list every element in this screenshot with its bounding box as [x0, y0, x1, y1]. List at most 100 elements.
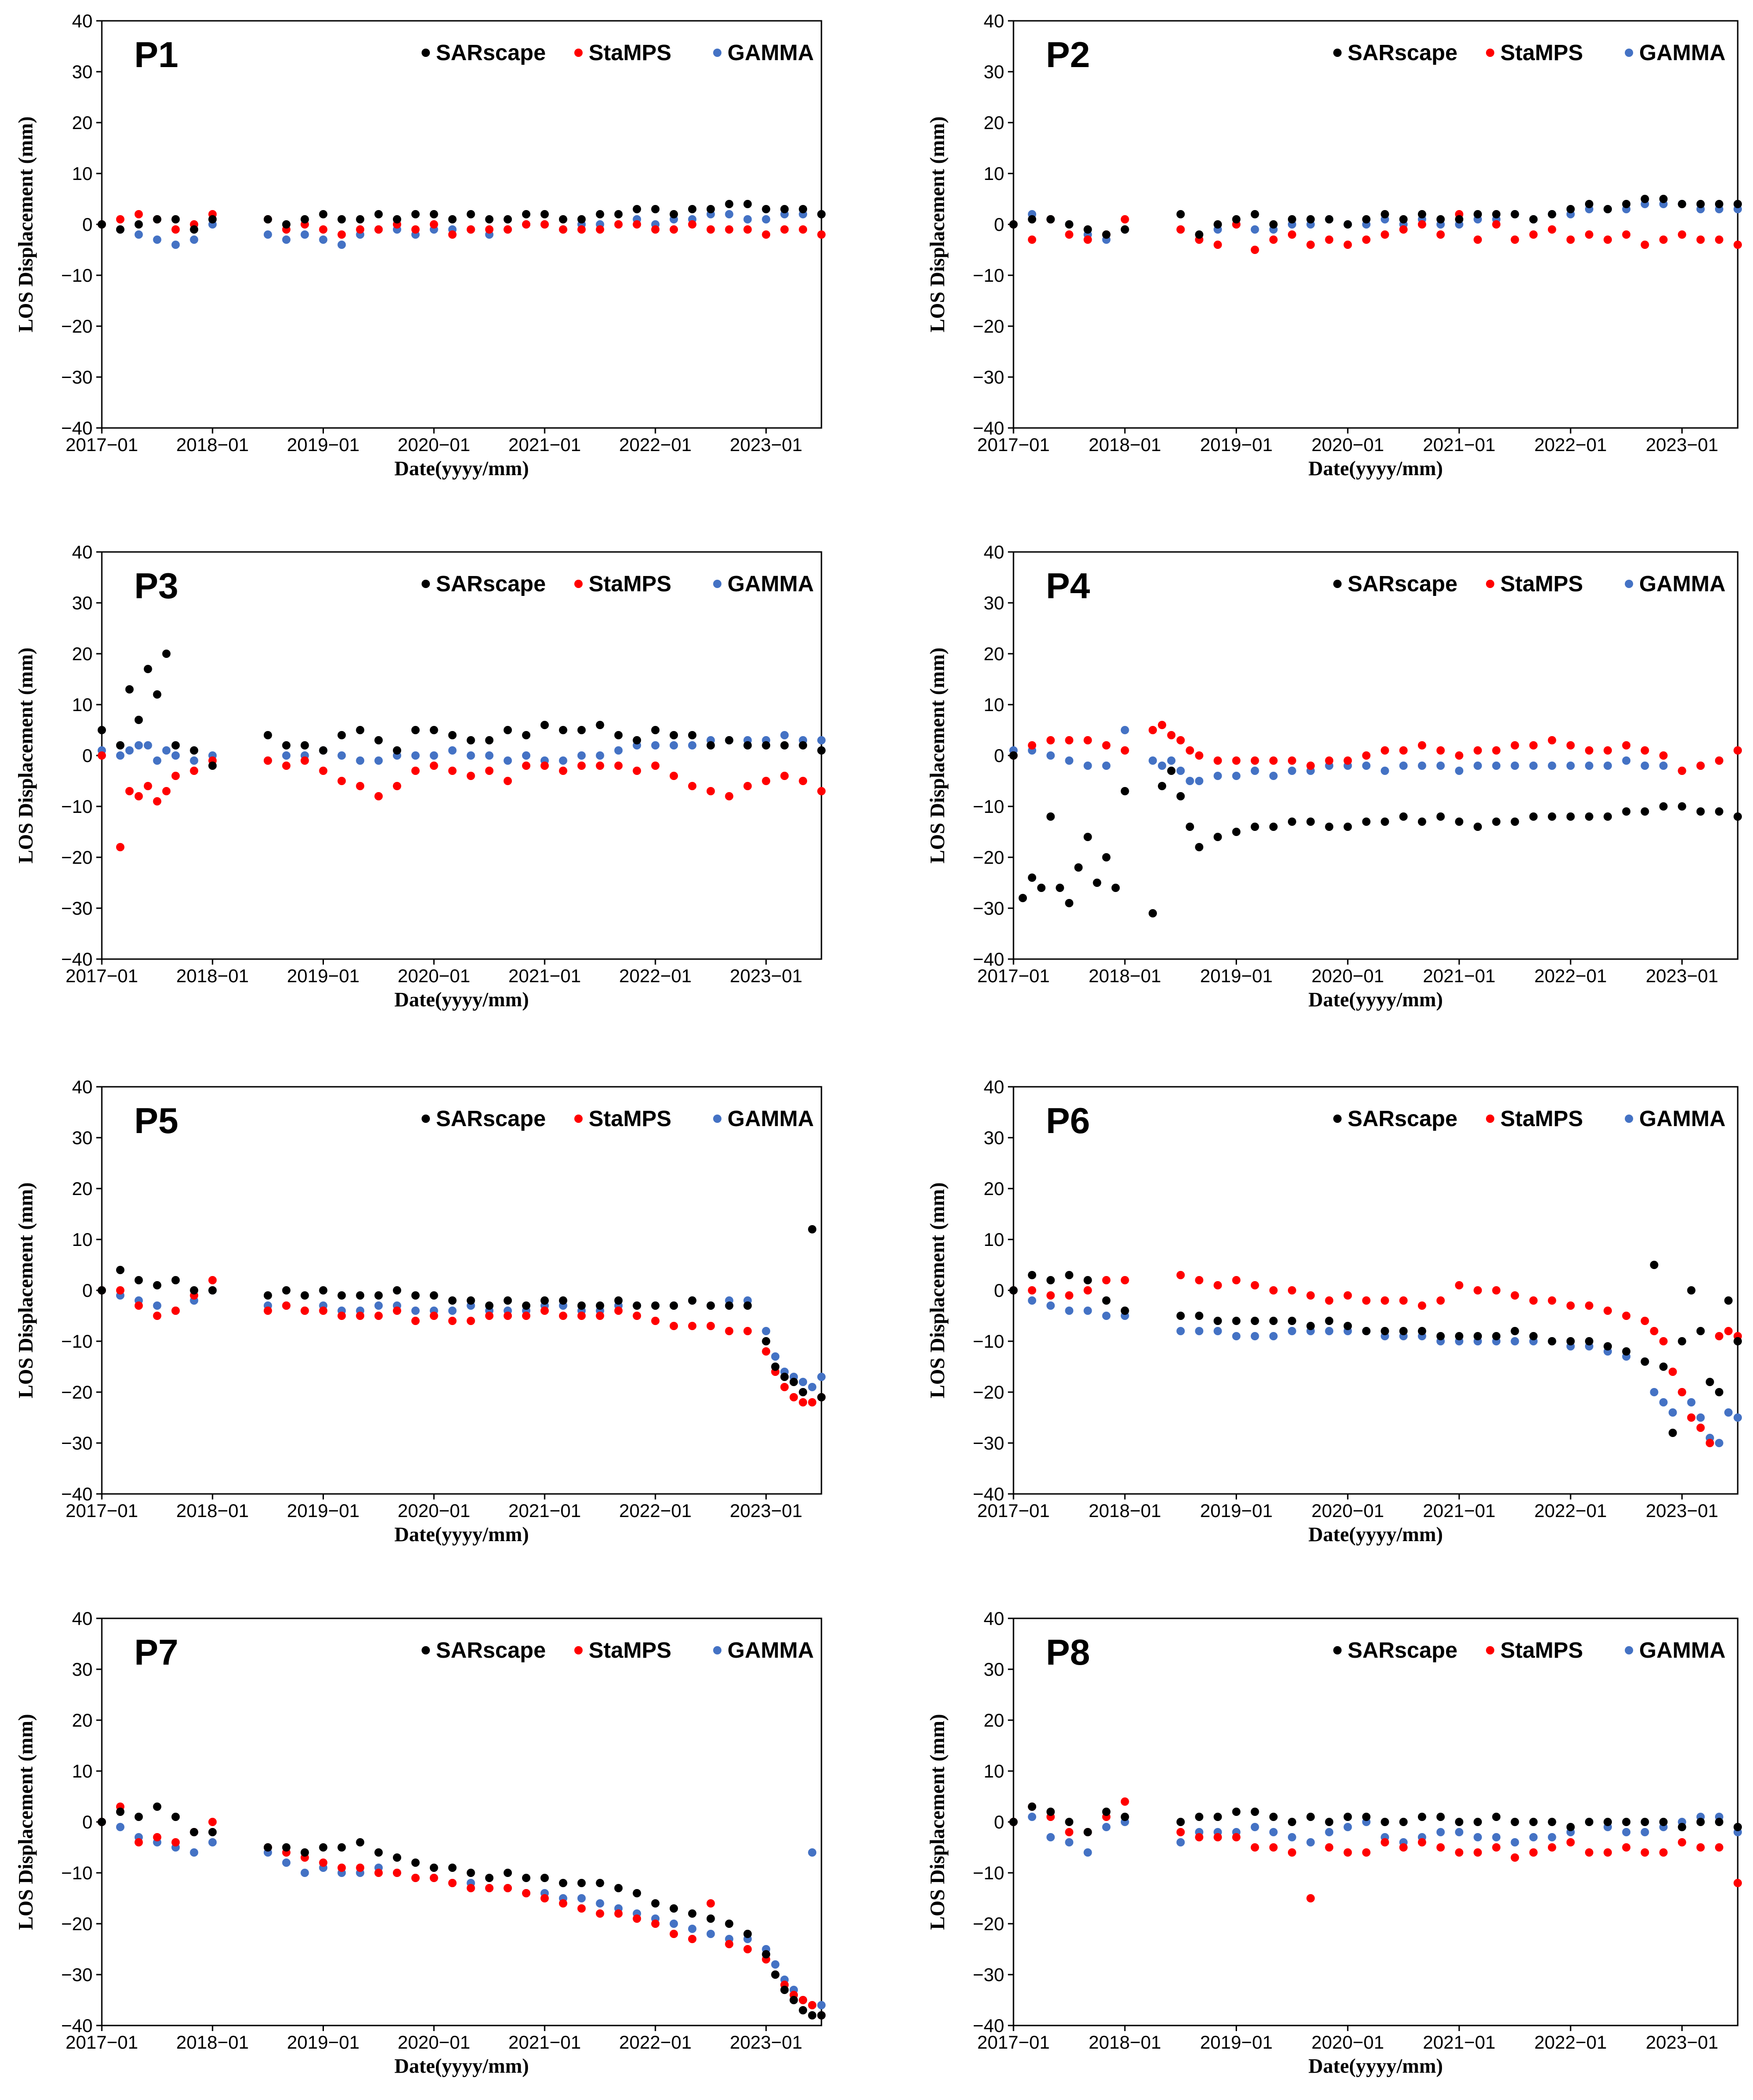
point-stamps — [504, 225, 512, 234]
point-stamps — [780, 1383, 789, 1391]
point-stamps — [522, 1312, 531, 1320]
point-gamma — [522, 751, 531, 760]
point-sarscape — [1343, 1813, 1352, 1821]
point-sarscape — [485, 1874, 494, 1882]
point-sarscape — [1473, 1332, 1482, 1340]
point-sarscape — [762, 741, 771, 750]
point-stamps — [1269, 1843, 1278, 1852]
point-gamma — [1186, 777, 1194, 785]
point-sarscape — [1176, 210, 1185, 218]
point-sarscape — [171, 215, 180, 223]
x-tick-label: 2022−01 — [1534, 966, 1607, 986]
point-stamps — [411, 767, 420, 775]
y-tick-label: 40 — [984, 11, 1005, 31]
point-gamma — [1213, 772, 1222, 780]
point-sarscape — [1548, 1818, 1556, 1826]
point-gamma — [1362, 762, 1371, 770]
point-sarscape — [1687, 1286, 1696, 1295]
point-gamma — [153, 1301, 162, 1310]
point-stamps — [448, 1879, 457, 1887]
point-sarscape — [771, 1363, 780, 1371]
point-stamps — [1585, 746, 1593, 755]
point-stamps — [1417, 220, 1426, 229]
point-gamma — [1668, 1408, 1677, 1417]
point-stamps — [1287, 1286, 1296, 1295]
point-stamps — [134, 1301, 143, 1310]
y-tick-label: −30 — [61, 367, 93, 388]
point-stamps — [1417, 1838, 1426, 1846]
point-gamma — [1399, 762, 1408, 770]
point-stamps — [356, 1312, 365, 1320]
point-sarscape — [1455, 818, 1464, 826]
point-stamps — [1641, 1317, 1649, 1325]
point-stamps — [1687, 1413, 1696, 1422]
point-stamps — [1529, 741, 1538, 750]
point-stamps — [1250, 1281, 1259, 1289]
y-tick-label: 20 — [984, 1710, 1005, 1731]
y-tick-label: −10 — [61, 1863, 93, 1883]
point-stamps — [1604, 235, 1612, 244]
point-stamps — [1566, 1838, 1575, 1846]
point-stamps — [789, 1393, 798, 1401]
point-stamps — [1083, 736, 1092, 744]
point-stamps — [577, 762, 586, 770]
point-gamma — [1287, 767, 1296, 775]
point-sarscape — [1028, 873, 1037, 882]
point-sarscape — [743, 1301, 752, 1310]
point-stamps — [1325, 1296, 1334, 1305]
point-gamma — [1083, 1307, 1092, 1315]
point-sarscape — [1343, 823, 1352, 831]
point-sarscape — [1659, 802, 1668, 811]
point-stamps — [596, 1312, 604, 1320]
y-tick-label: −40 — [61, 1484, 93, 1505]
y-tick-label: 0 — [994, 1812, 1004, 1833]
point-sarscape — [485, 736, 494, 744]
point-sarscape — [1111, 884, 1120, 892]
point-stamps — [1492, 746, 1501, 755]
point-sarscape — [559, 1296, 567, 1305]
point-stamps — [153, 1833, 162, 1841]
point-gamma — [1250, 1823, 1259, 1831]
point-sarscape — [1343, 1322, 1352, 1330]
point-sarscape — [466, 736, 475, 744]
legend-marker-gamma — [1625, 580, 1633, 588]
point-stamps — [1176, 1271, 1185, 1279]
point-sarscape — [504, 726, 512, 734]
point-gamma — [1604, 762, 1612, 770]
point-sarscape — [799, 1388, 808, 1396]
y-tick-label: 10 — [72, 695, 93, 715]
panel-title: P3 — [134, 565, 178, 606]
point-gamma — [1102, 1823, 1111, 1831]
point-stamps — [1120, 746, 1129, 755]
point-stamps — [1585, 1848, 1593, 1857]
point-stamps — [1734, 746, 1742, 755]
point-sarscape — [1529, 812, 1538, 821]
point-sarscape — [688, 1296, 696, 1305]
point-stamps — [1028, 741, 1037, 750]
point-sarscape — [466, 1869, 475, 1877]
point-sarscape — [429, 1864, 438, 1872]
point-gamma — [1455, 1828, 1464, 1836]
point-stamps — [1548, 1296, 1556, 1305]
legend: SARscape StaMPS GAMMA — [422, 1638, 814, 1663]
point-stamps — [1250, 756, 1259, 765]
point-stamps — [743, 225, 752, 234]
point-stamps — [1213, 1281, 1222, 1289]
panel-title: P4 — [1046, 565, 1090, 606]
point-stamps — [411, 1317, 420, 1325]
y-tick-label: −40 — [973, 418, 1004, 439]
point-sarscape — [504, 1296, 512, 1305]
point-gamma — [1529, 762, 1538, 770]
point-sarscape — [1548, 210, 1556, 218]
point-sarscape — [1065, 1818, 1074, 1826]
x-tick-label: 2018−01 — [176, 1501, 249, 1521]
point-sarscape — [162, 650, 171, 658]
point-stamps — [1604, 1307, 1612, 1315]
point-sarscape — [300, 741, 309, 750]
point-sarscape — [1186, 823, 1194, 831]
point-stamps — [1566, 235, 1575, 244]
panel-title: P5 — [134, 1100, 178, 1141]
point-sarscape — [374, 1291, 383, 1300]
legend-label-stamps: StaMPS — [1500, 1107, 1583, 1131]
